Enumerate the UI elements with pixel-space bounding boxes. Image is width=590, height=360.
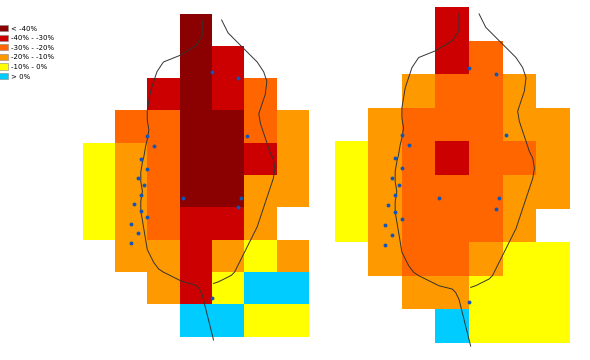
Bar (503, 74, 536, 108)
Bar (469, 309, 503, 343)
Bar (536, 141, 570, 175)
Bar (503, 175, 536, 208)
Bar (277, 143, 309, 175)
Bar (244, 240, 277, 272)
Bar (212, 111, 244, 143)
Bar (212, 240, 244, 272)
Bar (277, 175, 309, 207)
Bar (435, 242, 469, 276)
Bar (179, 305, 212, 337)
Bar (536, 108, 570, 141)
Bar (469, 276, 503, 309)
Bar (435, 74, 469, 108)
Bar (435, 175, 469, 208)
Bar (179, 78, 212, 111)
Bar (402, 208, 435, 242)
Bar (148, 175, 179, 207)
Bar (83, 143, 115, 175)
Bar (368, 108, 402, 141)
Bar (402, 175, 435, 208)
Bar (179, 46, 212, 78)
Bar (435, 41, 469, 74)
Bar (402, 242, 435, 276)
Bar (244, 78, 277, 111)
Bar (503, 141, 536, 175)
Bar (179, 111, 212, 143)
Bar (244, 111, 277, 143)
Bar (469, 242, 503, 276)
Bar (179, 240, 212, 272)
Bar (115, 207, 148, 240)
Bar (212, 46, 244, 78)
Bar (503, 208, 536, 242)
Bar (277, 111, 309, 143)
Bar (469, 41, 503, 74)
Bar (244, 143, 277, 175)
Bar (536, 175, 570, 208)
Bar (402, 276, 435, 309)
Bar (503, 242, 536, 276)
Bar (148, 78, 179, 111)
Bar (212, 78, 244, 111)
Bar (435, 141, 469, 175)
Bar (277, 240, 309, 272)
Bar (244, 272, 277, 305)
Bar (469, 74, 503, 108)
Bar (148, 111, 179, 143)
Bar (503, 309, 536, 343)
Bar (435, 276, 469, 309)
Bar (83, 175, 115, 207)
Legend: < -40%, -40% - -30%, -30% - -20%, -20% - -10%, -10% - 0%, > 0%: < -40%, -40% - -30%, -30% - -20%, -20% -… (0, 24, 55, 81)
Bar (212, 272, 244, 305)
Bar (402, 141, 435, 175)
Bar (335, 208, 368, 242)
Bar (368, 242, 402, 276)
Bar (469, 175, 503, 208)
Bar (179, 175, 212, 207)
Bar (368, 175, 402, 208)
Bar (179, 143, 212, 175)
Bar (179, 14, 212, 46)
Bar (435, 108, 469, 141)
Bar (469, 141, 503, 175)
Bar (244, 207, 277, 240)
Bar (469, 208, 503, 242)
Bar (115, 111, 148, 143)
Bar (402, 74, 435, 108)
Bar (83, 207, 115, 240)
Bar (503, 276, 536, 309)
Bar (179, 207, 212, 240)
Bar (435, 208, 469, 242)
Bar (115, 240, 148, 272)
Bar (536, 242, 570, 276)
Bar (536, 309, 570, 343)
Bar (212, 305, 244, 337)
Bar (212, 143, 244, 175)
Bar (368, 208, 402, 242)
Bar (277, 305, 309, 337)
Bar (368, 141, 402, 175)
Bar (335, 141, 368, 175)
Bar (435, 7, 469, 41)
Bar (148, 272, 179, 305)
Bar (244, 175, 277, 207)
Bar (212, 175, 244, 207)
Bar (115, 143, 148, 175)
Bar (536, 276, 570, 309)
Bar (244, 305, 277, 337)
Bar (148, 143, 179, 175)
Bar (179, 272, 212, 305)
Bar (115, 175, 148, 207)
Bar (435, 309, 469, 343)
Bar (148, 240, 179, 272)
Bar (503, 108, 536, 141)
Bar (402, 108, 435, 141)
Bar (212, 207, 244, 240)
Bar (335, 175, 368, 208)
Bar (469, 108, 503, 141)
Bar (148, 207, 179, 240)
Bar (277, 272, 309, 305)
